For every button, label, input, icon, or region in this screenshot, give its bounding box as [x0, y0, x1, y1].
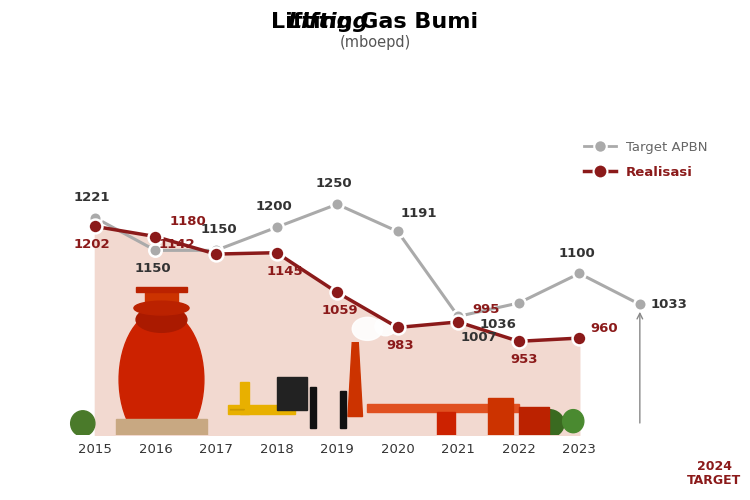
Ellipse shape	[352, 318, 382, 340]
Ellipse shape	[562, 410, 584, 432]
Text: 995: 995	[472, 304, 500, 316]
Text: 1033: 1033	[651, 298, 688, 311]
FancyBboxPatch shape	[116, 419, 207, 435]
Text: 1221: 1221	[74, 190, 110, 203]
Polygon shape	[348, 342, 362, 416]
Text: 1059: 1059	[322, 304, 358, 318]
Ellipse shape	[119, 310, 204, 449]
Text: 1007: 1007	[461, 331, 498, 344]
FancyBboxPatch shape	[240, 382, 249, 414]
FancyBboxPatch shape	[437, 412, 455, 435]
FancyBboxPatch shape	[340, 390, 346, 428]
Ellipse shape	[134, 301, 189, 315]
Ellipse shape	[136, 307, 187, 332]
Text: 1191: 1191	[400, 208, 437, 220]
FancyBboxPatch shape	[368, 404, 519, 412]
Text: 1100: 1100	[558, 246, 595, 260]
Text: 1150: 1150	[200, 224, 237, 236]
Text: Lifting Gas Bumi: Lifting Gas Bumi	[272, 12, 478, 32]
FancyBboxPatch shape	[277, 378, 307, 410]
Text: 1150: 1150	[134, 262, 171, 276]
Text: 1250: 1250	[316, 178, 352, 190]
Text: 1200: 1200	[256, 200, 292, 213]
Ellipse shape	[534, 410, 564, 438]
Text: 2024: 2024	[697, 460, 731, 472]
Text: 953: 953	[511, 354, 538, 366]
Text: 1180: 1180	[170, 215, 206, 228]
Text: 1145: 1145	[266, 264, 303, 278]
Text: Lifting: Lifting	[287, 12, 369, 32]
FancyBboxPatch shape	[145, 290, 178, 308]
Ellipse shape	[375, 318, 396, 336]
FancyBboxPatch shape	[519, 408, 549, 435]
Text: (mboepd): (mboepd)	[339, 35, 411, 50]
Text: 1142: 1142	[159, 238, 196, 252]
FancyBboxPatch shape	[136, 288, 187, 292]
Legend: Target APBN, Realisasi: Target APBN, Realisasi	[578, 136, 712, 184]
Text: 983: 983	[386, 340, 414, 352]
Ellipse shape	[70, 411, 95, 436]
FancyBboxPatch shape	[310, 386, 316, 428]
Text: 960: 960	[590, 322, 618, 336]
Text: 1202: 1202	[74, 238, 110, 252]
FancyBboxPatch shape	[228, 405, 295, 414]
Text: 1036: 1036	[479, 318, 516, 331]
Text: TARGET: TARGET	[687, 474, 741, 488]
FancyBboxPatch shape	[488, 398, 513, 435]
